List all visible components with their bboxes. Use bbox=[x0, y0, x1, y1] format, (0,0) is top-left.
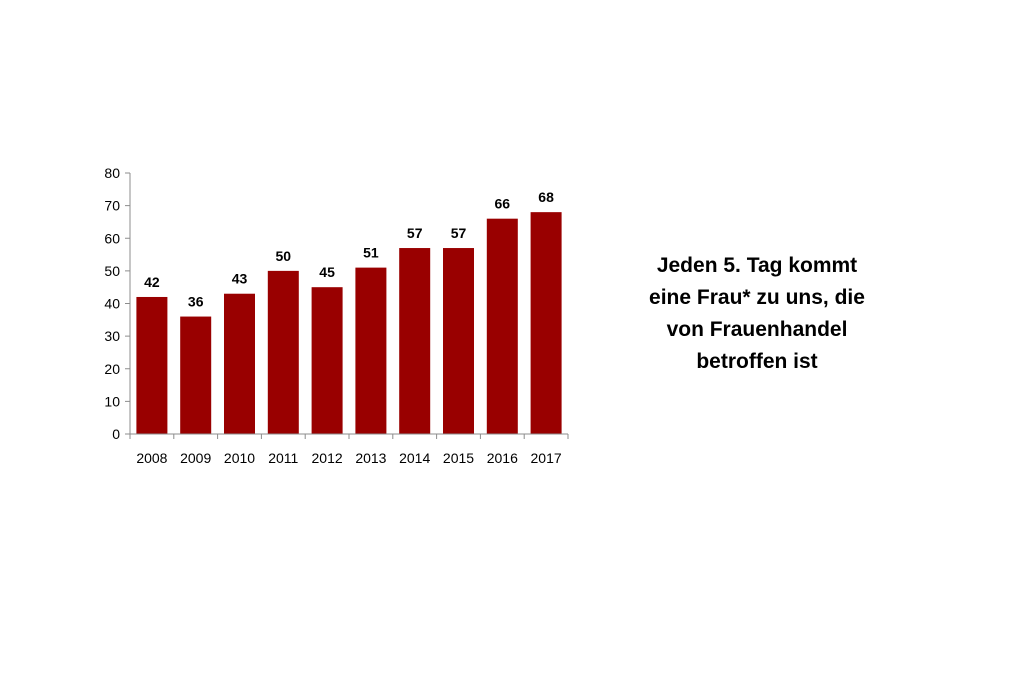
data-label-2012: 45 bbox=[319, 264, 335, 280]
data-label-2010: 43 bbox=[232, 271, 248, 287]
data-label-2008: 42 bbox=[144, 274, 160, 290]
data-label-2017: 68 bbox=[538, 189, 554, 205]
data-label-2011: 50 bbox=[276, 248, 292, 264]
x-tick-label: 2012 bbox=[312, 450, 343, 466]
data-label-2009: 36 bbox=[188, 294, 204, 310]
caption-text: Jeden 5. Tag kommt eine Frau* zu uns, di… bbox=[612, 250, 902, 378]
y-tick-label: 70 bbox=[104, 198, 120, 214]
bars-group bbox=[136, 212, 562, 434]
bar-2016 bbox=[486, 218, 518, 434]
x-tick-label: 2009 bbox=[180, 450, 211, 466]
axes-group bbox=[125, 172, 569, 439]
x-tick-label: 2011 bbox=[268, 450, 298, 466]
bar-2009 bbox=[180, 316, 212, 434]
data-label-2015: 57 bbox=[451, 225, 467, 241]
y-tick-label: 60 bbox=[104, 230, 120, 246]
x-tick-label: 2008 bbox=[136, 450, 167, 466]
bar-2012 bbox=[311, 287, 343, 434]
bar-2015 bbox=[443, 248, 474, 434]
bar-2017 bbox=[530, 212, 562, 434]
y-tick-label: 30 bbox=[104, 328, 120, 344]
caption-line-3: von Frauenhandel bbox=[666, 318, 848, 341]
y-tick-label: 0 bbox=[112, 426, 120, 442]
caption-line-4: betroffen ist bbox=[696, 350, 818, 373]
data-label-2016: 66 bbox=[495, 196, 511, 212]
data-label-2014: 57 bbox=[407, 225, 423, 241]
caption-line-1: Jeden 5. Tag kommt bbox=[656, 254, 858, 277]
y-tick-label: 40 bbox=[104, 296, 120, 312]
x-tick-label: 2014 bbox=[399, 450, 430, 466]
data-label-2013: 51 bbox=[363, 245, 379, 261]
x-tick-label: 2016 bbox=[487, 450, 518, 466]
y-tick-label: 10 bbox=[104, 393, 120, 409]
bar-2014 bbox=[399, 248, 431, 434]
y-tick-label: 80 bbox=[104, 165, 120, 181]
x-ticks-group: 2008 2009 2010 2011 2012 2013 2014 2015 2016 2017 bbox=[136, 450, 562, 466]
bar-2011 bbox=[267, 270, 299, 434]
x-tick-label: 2013 bbox=[355, 450, 386, 466]
x-tick-label: 2017 bbox=[531, 450, 562, 466]
bar-2008 bbox=[136, 296, 168, 434]
bar-2010 bbox=[224, 293, 255, 434]
x-tick-label: 2010 bbox=[224, 450, 255, 466]
data-labels-group: 42 36 43 50 45 51 57 57 66 68 bbox=[144, 189, 554, 309]
y-ticks-group: 0 10 20 30 40 50 60 70 80 bbox=[104, 165, 120, 442]
bar-2013 bbox=[355, 267, 387, 434]
y-tick-label: 20 bbox=[104, 361, 120, 377]
caption-line-2: eine Frau* zu uns, die bbox=[649, 286, 865, 309]
y-tick-label: 50 bbox=[104, 263, 120, 279]
x-tick-label: 2015 bbox=[443, 450, 474, 466]
